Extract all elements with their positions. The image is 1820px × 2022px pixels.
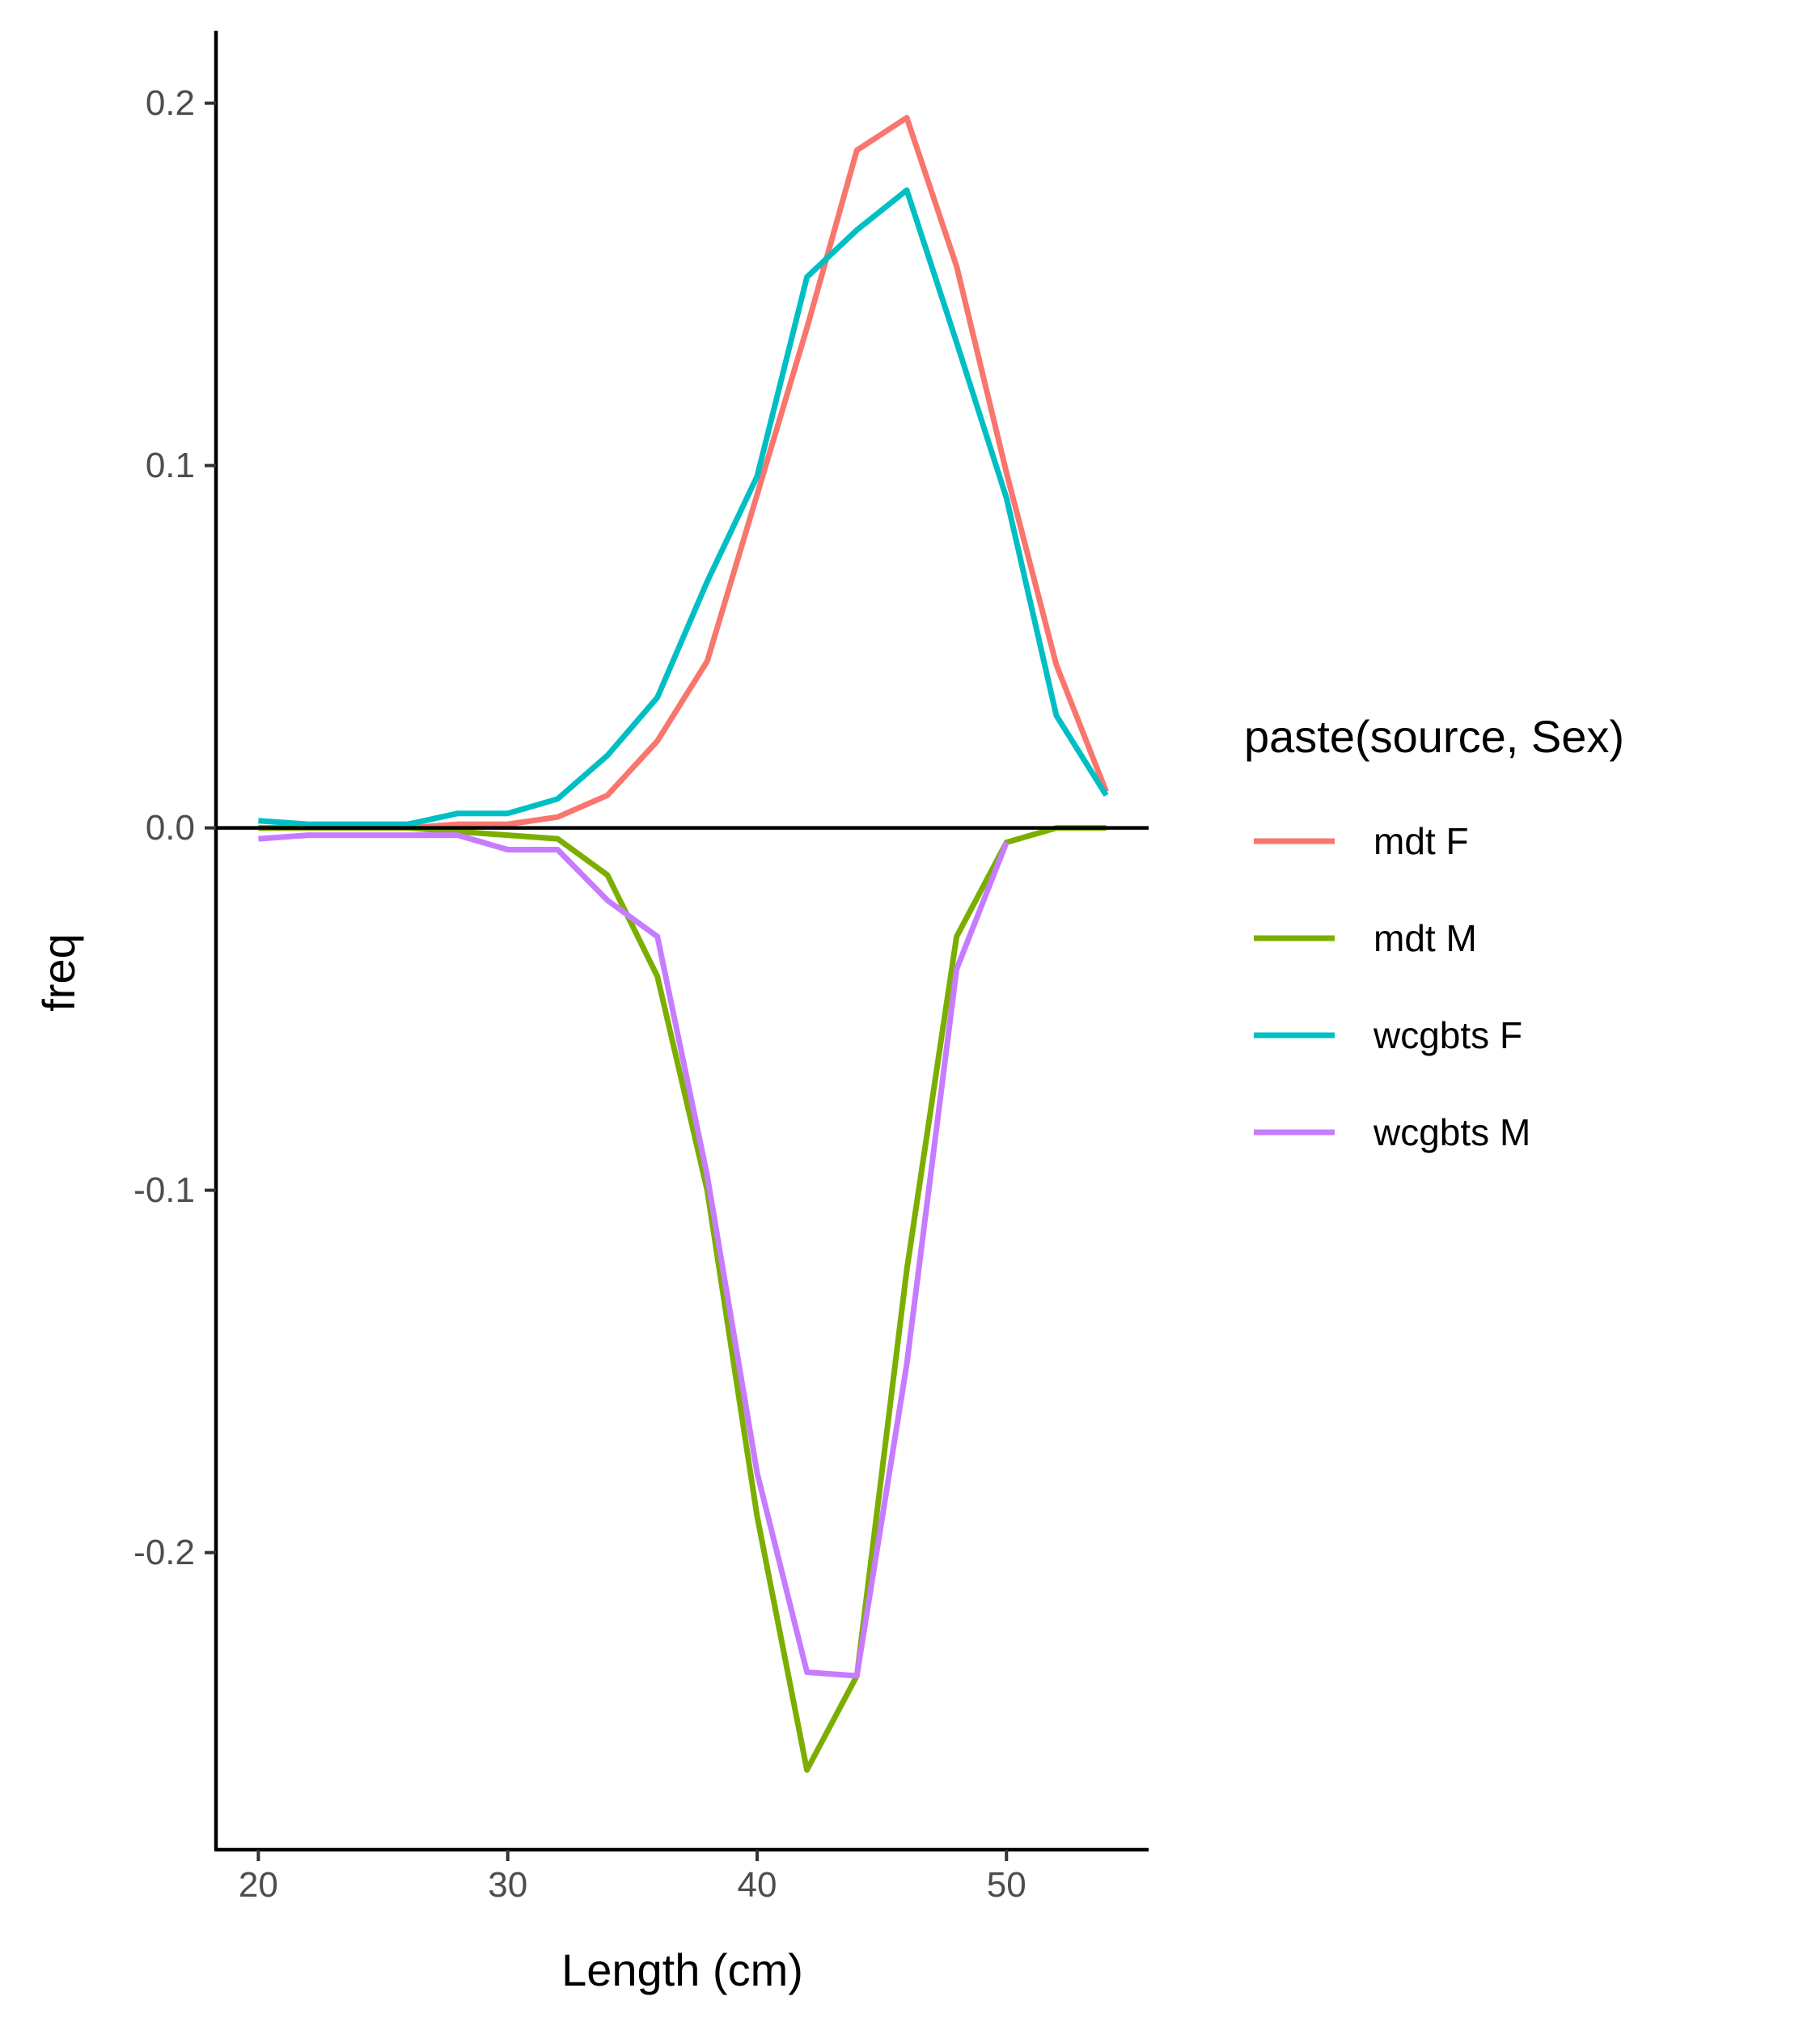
legend-label: wcgbts F [1373,1014,1522,1056]
legend-label: wcgbts M [1373,1111,1530,1153]
plot-lines [258,115,1109,1773]
series-line-mdt-m [258,825,1107,1773]
series-line-mdt-f [258,115,1109,831]
y-axis-title: freq [33,933,84,1012]
x-tick-label: 40 [738,1865,777,1905]
legend-label: mdt M [1373,917,1477,959]
legend-title: paste(source, Sex) [1244,711,1624,762]
x-tick-label: 20 [239,1865,278,1905]
y-tick-label: 0.2 [146,83,195,123]
x-tick-label: 50 [987,1865,1026,1905]
legend: paste(source, Sex) mdt F mdt M wcgbts F wcgb… [1244,711,1624,1153]
y-tick-label: 0.1 [146,446,195,485]
series-line-wcgbts-m [258,832,1009,1679]
axes: -0.2 -0.1 0.0 0.1 0.2 20 30 40 50 Length (cm) freq [33,31,1149,1995]
x-tick-label: 30 [488,1865,527,1905]
y-tick-label: -0.2 [133,1533,195,1572]
y-tick-label: -0.1 [133,1170,195,1210]
legend-label: mdt F [1373,820,1469,862]
x-axis-title: Length (cm) [561,1944,803,1995]
series-line-wcgbts-f [258,187,1109,827]
y-tick-label: 0.0 [146,808,195,848]
